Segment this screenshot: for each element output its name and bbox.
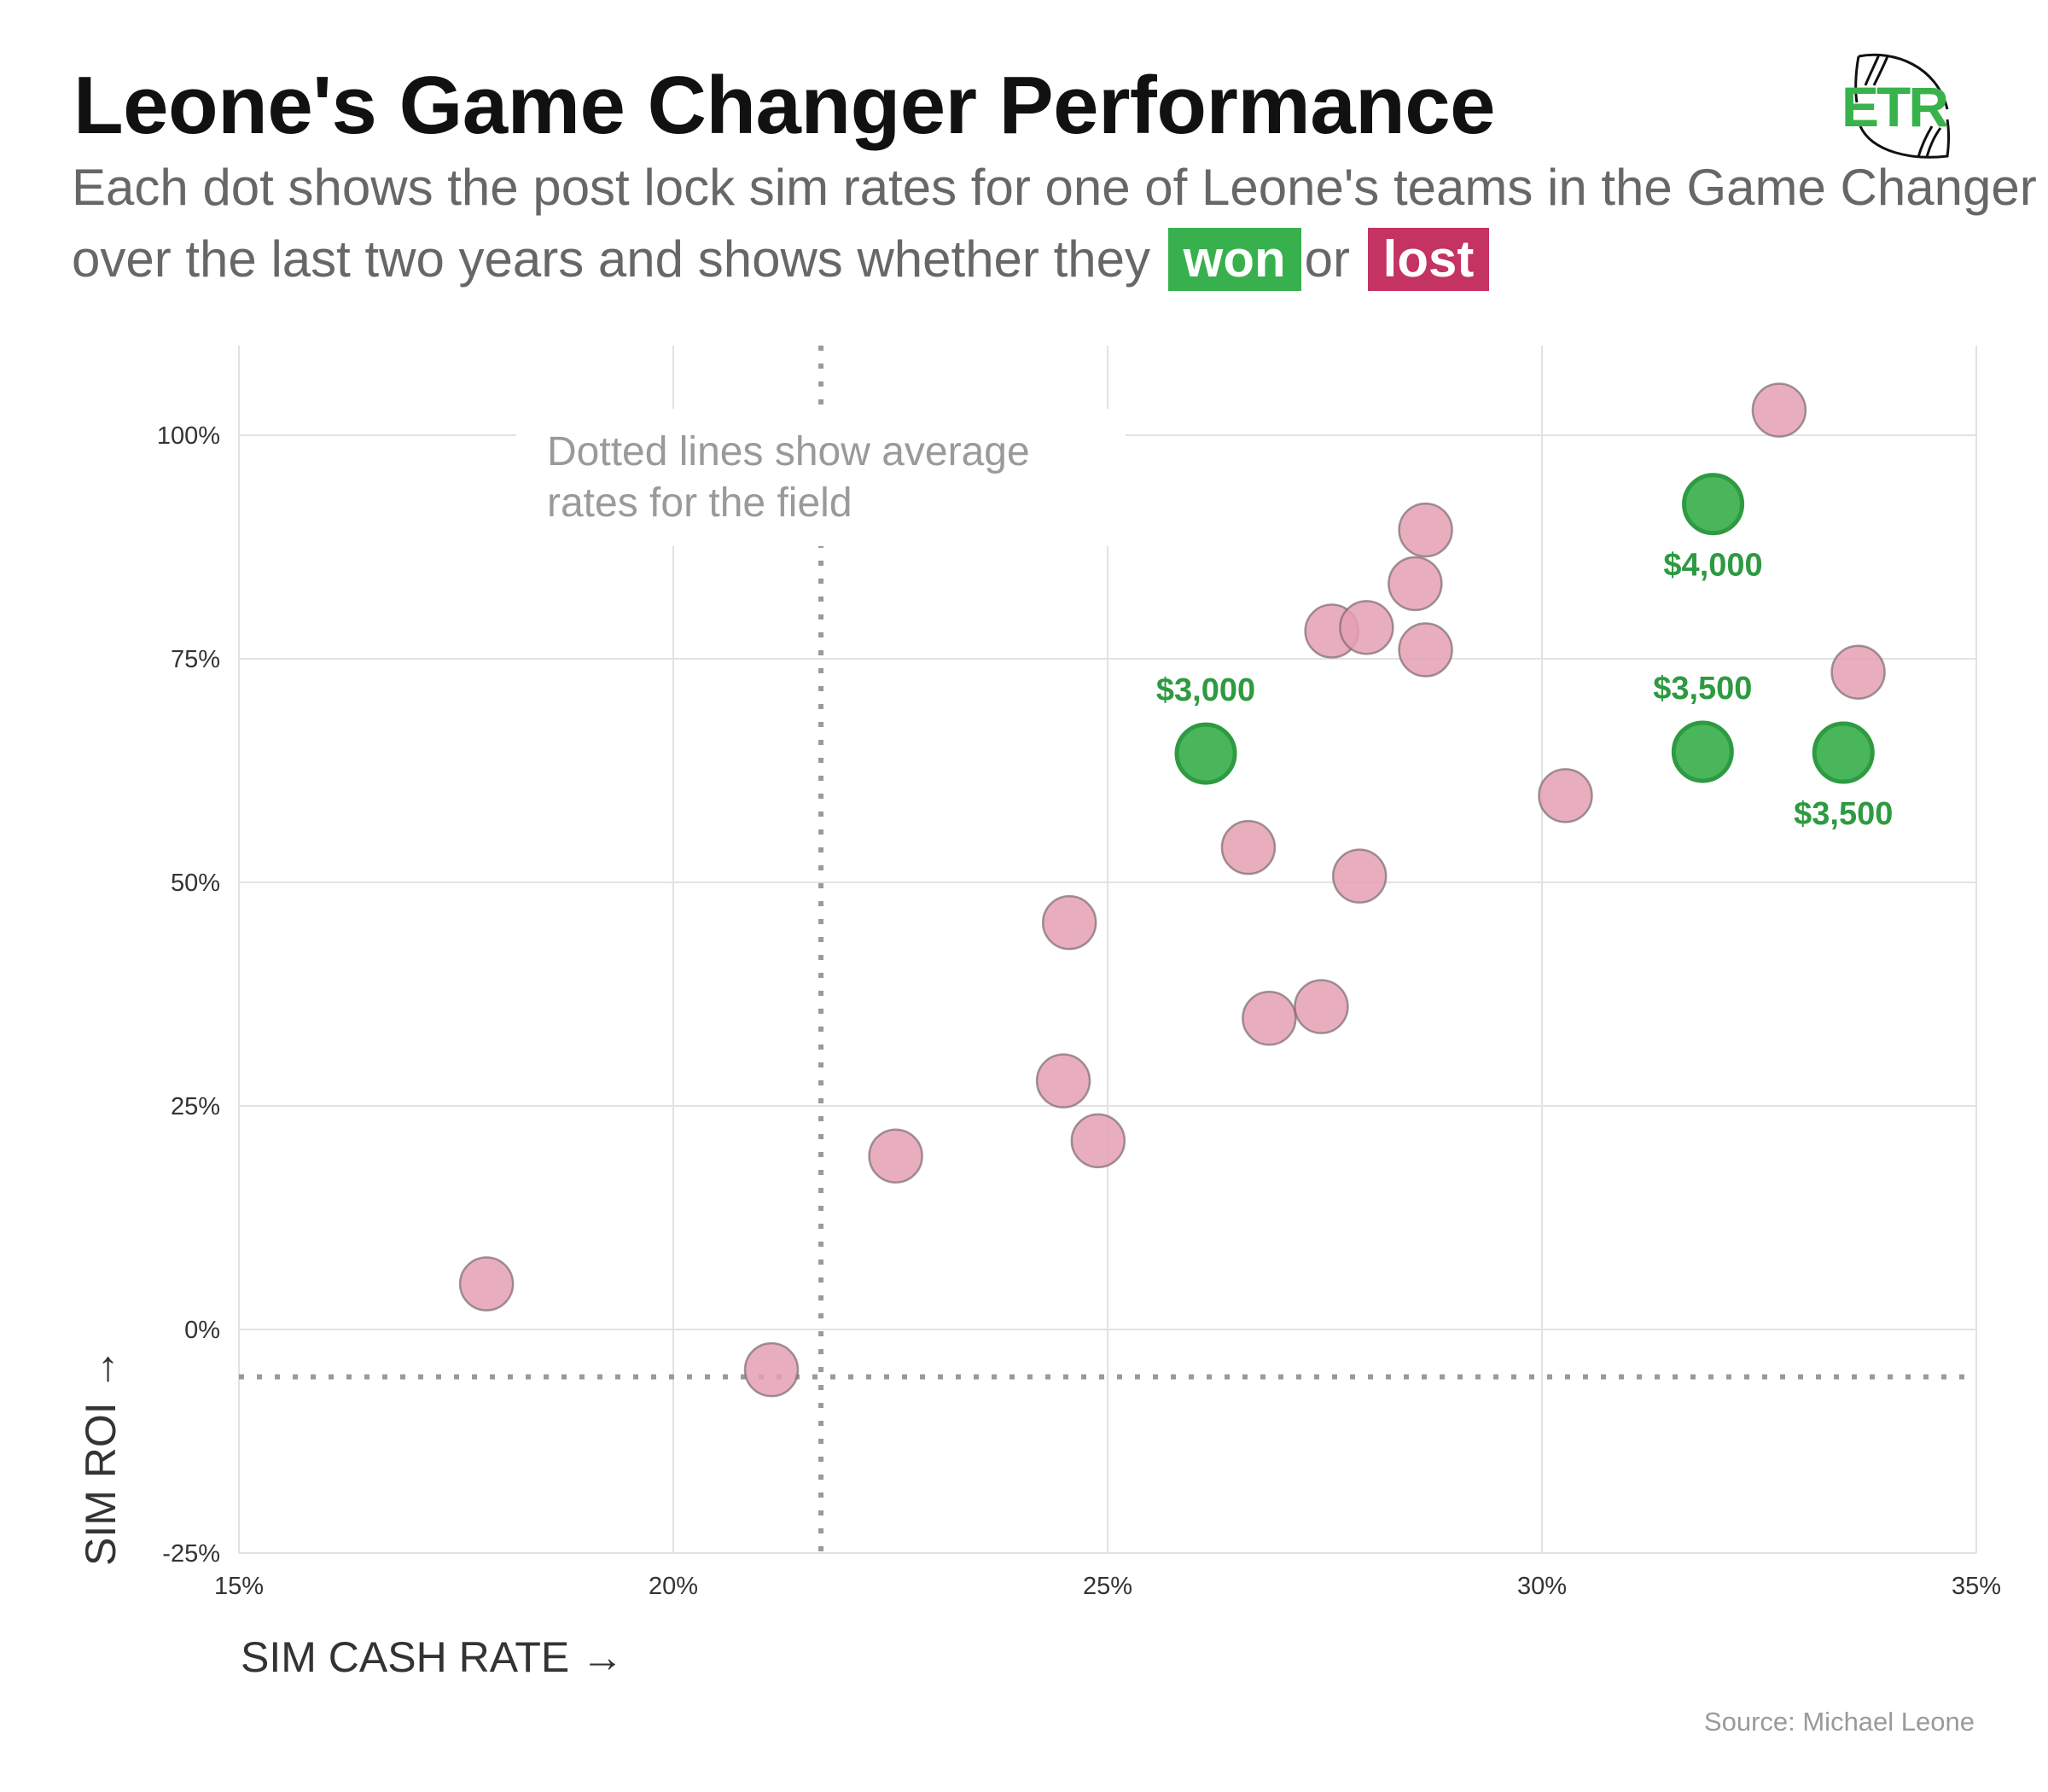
source-credit: Source: Michael Leone (1703, 1707, 1975, 1737)
lost-dot (1035, 1053, 1091, 1108)
chart-title: Leone's Game Changer Performance (73, 60, 1496, 151)
won-dot (1174, 722, 1237, 785)
y-tick-label: -25% (162, 1540, 220, 1568)
x-tick-label: 20% (649, 1573, 698, 1600)
etr-logo: ETR (1841, 75, 1949, 138)
annotation-box-cover (516, 409, 1126, 546)
football-icon (1854, 53, 1950, 159)
x-tick-label: 35% (1952, 1573, 2001, 1600)
data-points (458, 382, 1886, 1398)
y-axis-title: SIM ROI → (77, 1347, 125, 1566)
subtitle-line-1: Each dot shows the post lock sim rates f… (72, 159, 2037, 216)
prize-label: $3,500 (1653, 671, 1752, 707)
annotation: Dotted lines show average rates for the … (547, 429, 1030, 526)
reference-lines (239, 346, 1976, 1553)
prize-label: $4,000 (1663, 548, 1762, 584)
y-tick-label: 100% (157, 422, 220, 450)
chart-subtitle: Each dot shows the post lock sim rates f… (72, 152, 2037, 295)
y-tick-label: 0% (184, 1317, 220, 1344)
won-dot (1812, 721, 1875, 784)
x-tick-label: 30% (1517, 1573, 1567, 1600)
y-tick-label: 25% (171, 1093, 220, 1120)
annotation-line-1: Dotted lines show average (547, 429, 1030, 474)
lost-dot (1220, 819, 1277, 876)
x-axis-title: SIM CASH RATE → (241, 1633, 624, 1681)
lost-dot (1070, 1113, 1126, 1169)
subtitle-line-2: over the last two years and shows whethe… (72, 224, 2034, 295)
annotation-line-2: rates for the field (547, 480, 852, 526)
lost-legend-badge: lost (1367, 228, 1490, 291)
prize-label: $3,000 (1156, 672, 1255, 708)
won-dot (1671, 720, 1734, 783)
subtitle-line-2-text: over the last two years and shows whethe… (72, 230, 1150, 288)
lost-dot (1242, 991, 1297, 1046)
or-word: or (1304, 230, 1350, 288)
lost-dot (868, 1128, 923, 1184)
won-legend-badge: won (1167, 228, 1301, 291)
y-tick-label: 75% (171, 646, 220, 673)
lost-dot (1339, 600, 1394, 655)
lost-dot (1538, 768, 1593, 823)
lost-dot (1398, 622, 1453, 678)
lost-dot (1751, 382, 1807, 438)
lost-dot (1398, 502, 1453, 558)
lost-dot (458, 1256, 515, 1312)
lost-dot (743, 1341, 800, 1398)
lost-dot (1294, 979, 1349, 1034)
x-tick-label: 15% (214, 1573, 264, 1600)
prize-label: $3,500 (1794, 796, 1893, 832)
axis-ticks: 15% 20% 25% 30% 35% -25% 0% 25% 50% 75% 100% (157, 422, 2001, 1600)
lost-dot (1830, 644, 1886, 700)
axis-titles: SIM CASH RATE → SIM ROI → (77, 1347, 624, 1681)
x-tick-label: 25% (1083, 1573, 1132, 1600)
lost-dot (1331, 848, 1388, 904)
y-tick-label: 50% (171, 870, 220, 897)
data-labels: $3,000 $4,000 $3,500 $3,500 (1156, 548, 1893, 832)
won-dot (1682, 473, 1745, 536)
lost-dot (1041, 894, 1097, 951)
lost-dot (1388, 556, 1443, 612)
